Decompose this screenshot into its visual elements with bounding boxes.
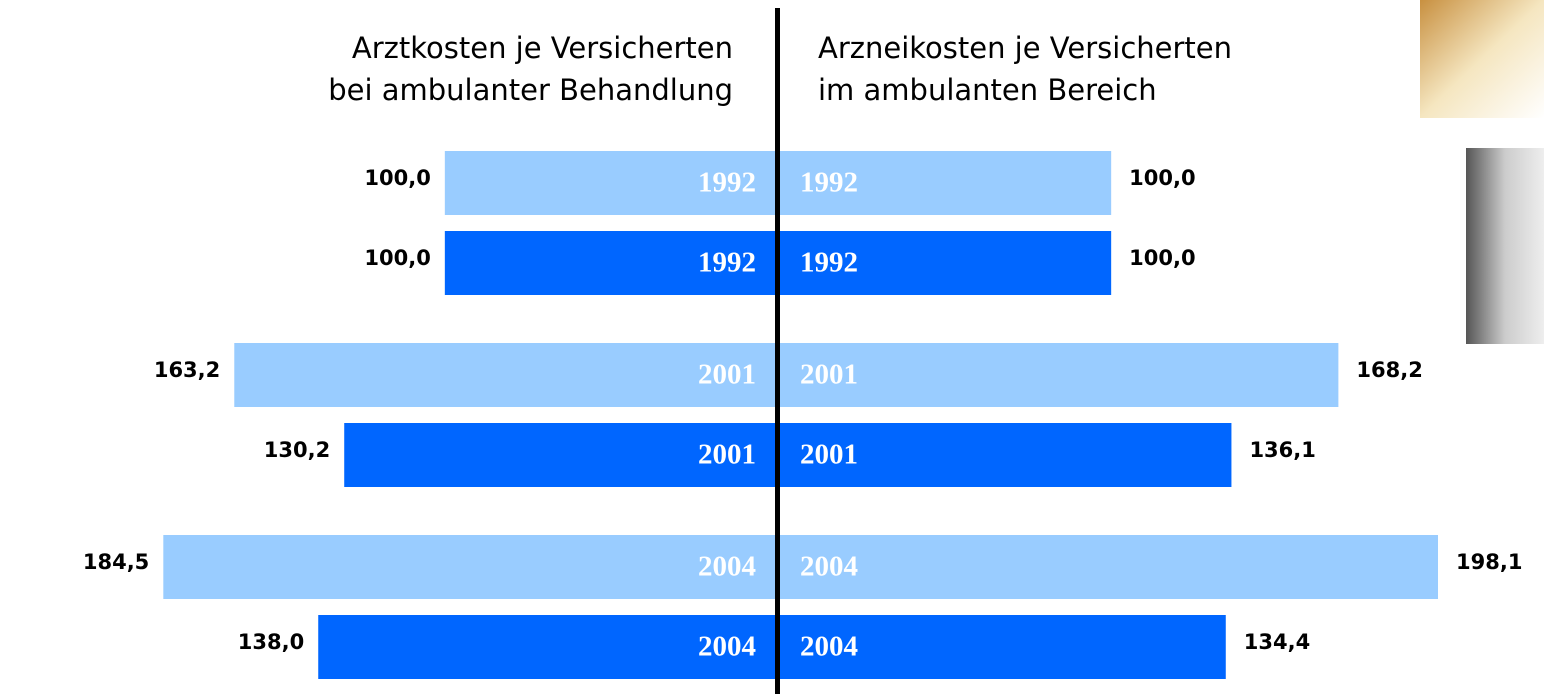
- year-label: 2001: [800, 439, 858, 471]
- value-label: 198,1: [1456, 550, 1522, 574]
- year-label: 2001: [698, 439, 756, 471]
- value-label: 100,0: [1129, 246, 1195, 270]
- bar: [234, 343, 779, 407]
- value-label: 100,0: [1129, 166, 1195, 190]
- value-label: 100,0: [364, 166, 430, 190]
- bar: [344, 423, 778, 487]
- year-label: 2004: [698, 551, 756, 583]
- year-label: 1992: [800, 247, 858, 279]
- value-label: 100,0: [364, 246, 430, 270]
- value-label: 138,0: [238, 630, 304, 654]
- year-label: 2004: [800, 551, 858, 583]
- left-title: Arztkosten je Versicherten: [352, 31, 733, 65]
- bar: [778, 423, 1232, 487]
- value-label: 168,2: [1356, 358, 1422, 382]
- value-label: 136,1: [1249, 438, 1315, 462]
- bar: [444, 231, 778, 295]
- photo: [1420, 0, 1544, 118]
- center-line: [775, 8, 780, 694]
- right-title: Arzneikosten je Versicherten: [818, 31, 1232, 65]
- value-label: 184,5: [83, 550, 149, 574]
- photo: [1466, 148, 1544, 344]
- value-label: 130,2: [264, 438, 330, 462]
- year-label: 1992: [800, 167, 858, 199]
- value-label: 163,2: [154, 358, 220, 382]
- bar: [444, 151, 778, 215]
- year-label: 2001: [800, 359, 858, 391]
- bar: [778, 151, 1112, 215]
- right-title: im ambulanten Bereich: [818, 73, 1157, 107]
- value-label: 134,4: [1244, 630, 1310, 654]
- bar: [163, 535, 779, 599]
- left-title: bei ambulanter Behandlung: [328, 73, 733, 107]
- bar: [778, 535, 1438, 599]
- bar: [318, 615, 778, 679]
- bar: [778, 231, 1112, 295]
- year-label: 1992: [698, 167, 756, 199]
- year-label: 2001: [698, 359, 756, 391]
- bar: [778, 615, 1226, 679]
- year-label: 2004: [800, 631, 858, 663]
- year-label: 2004: [698, 631, 756, 663]
- bar: [778, 343, 1339, 407]
- year-label: 1992: [698, 247, 756, 279]
